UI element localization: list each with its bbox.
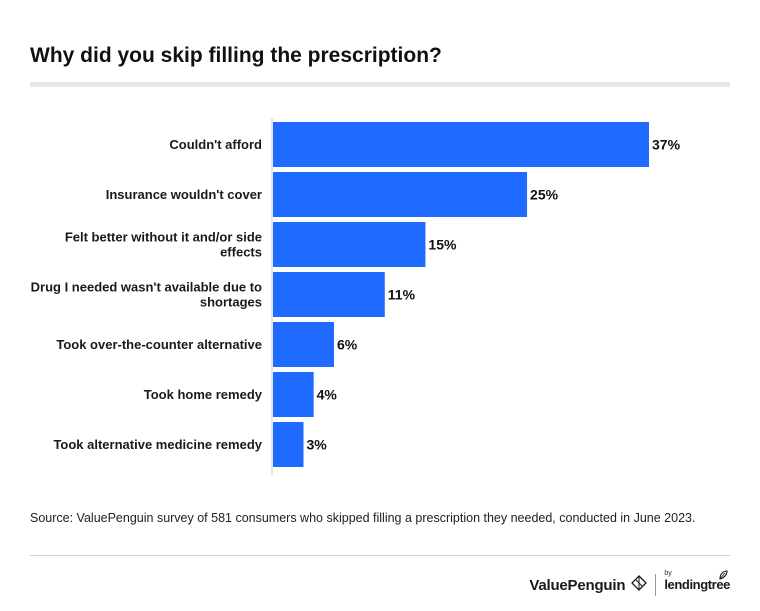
value-label-3: 11% [388,287,416,303]
valuepenguin-wordmark: ValuePenguin [529,576,626,594]
bars-group: 37% Couldn't afford 25% Insurance wouldn't … [31,122,681,467]
source-note: Source: ValuePenguin survey of 581 consu… [30,511,696,525]
category-label-1: Insurance wouldn't cover [106,187,262,202]
category-label-0: Couldn't afford [169,137,262,152]
lendingtree-wordmark: lendingtree [664,577,730,592]
brand-by-text: by [664,570,672,577]
category-label-3: Drug I needed wasn't available due to sho… [31,280,262,310]
bar-0 [273,122,649,167]
bar-4 [273,322,334,367]
title-divider [30,82,730,87]
valuepenguin-diamond-icon [631,574,648,596]
brand-footer: ValuePenguin by lendingtree [529,570,730,598]
value-label-5: 4% [317,387,338,403]
value-label-1: 25% [530,187,559,203]
value-label-4: 6% [337,337,358,353]
footer-divider [30,555,730,556]
category-label-2: Felt better without it and/or side effect… [65,230,262,260]
value-label-6: 3% [306,437,327,453]
value-label-2: 15% [428,237,457,253]
lendingtree-leaf-icon [718,568,728,584]
bar-3 [273,272,385,317]
logo-divider [655,574,657,596]
category-label-5: Took home remedy [144,387,263,402]
bar-6 [273,422,304,467]
lendingtree-logo: by lendingtree [664,570,730,593]
value-label-0: 37% [652,137,681,153]
bar-5 [273,372,314,417]
bar-1 [273,172,528,217]
chart-title: Why did you skip filling the prescriptio… [30,44,442,67]
bar-2 [273,222,426,267]
category-label-6: Took alternative medicine remedy [53,437,262,452]
category-label-4: Took over-the-counter alternative [56,337,262,352]
